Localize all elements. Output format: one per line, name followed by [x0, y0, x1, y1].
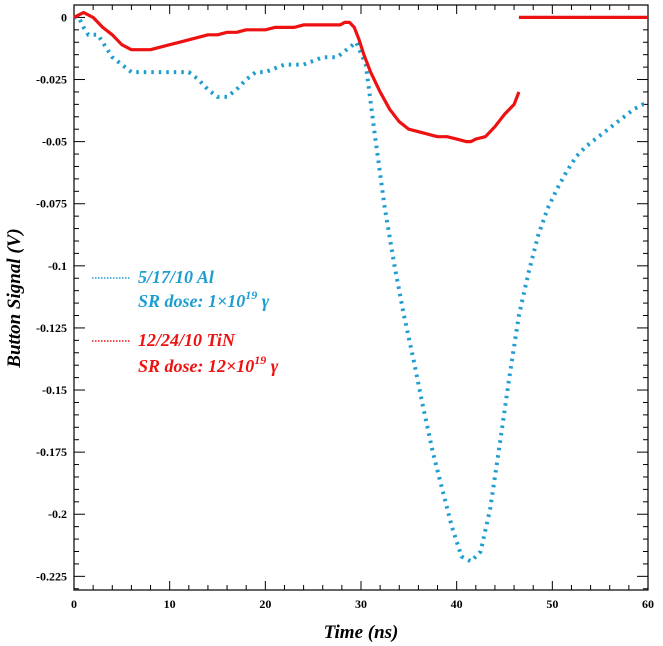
y-tick-label-4: -0.1 [48, 259, 67, 273]
y-tick-label-8: -0.2 [48, 507, 67, 521]
x-axis-title: Time (ns) [324, 622, 399, 643]
y-axis-title: Button Signal (V) [4, 228, 25, 368]
legend: 5/17/10 Al SR dose: 1×1019 γ 12/24/10 Ti… [92, 267, 279, 376]
series-line-0 [74, 15, 648, 564]
x-tick-label-5: 50 [546, 597, 558, 611]
y-tick-label-7: -0.175 [36, 445, 67, 459]
legend-label-tin: 12/24/10 TiN [138, 330, 236, 350]
legend-dose-tin: SR dose: 12×1019 γ [138, 353, 279, 376]
series-line-1 [73, 10, 521, 144]
x-tick-label-2: 20 [259, 597, 271, 611]
x-tick-label-3: 30 [355, 597, 367, 611]
y-axis-ticks: 0 -0.025 -0.05 -0.075 -0.1 -0.125 -0.15 -0.175 -… [36, 10, 648, 590]
x-tick-label-6: 60 [642, 597, 654, 611]
x-tick-label-4: 40 [451, 597, 463, 611]
legend-label-al: 5/17/10 Al [138, 267, 214, 287]
y-tick-label-3: -0.075 [36, 197, 67, 211]
y-tick-label-2: -0.05 [42, 135, 67, 149]
y-tick-label-1: -0.025 [36, 73, 67, 87]
y-tick-label-6: -0.15 [42, 383, 67, 397]
y-tick-label-0: 0 [61, 10, 67, 24]
y-tick-label-9: -0.225 [36, 569, 67, 583]
legend-dose-al: SR dose: 1×1019 γ [138, 288, 270, 311]
x-tick-label-1: 10 [164, 597, 176, 611]
x-tick-label-0: 0 [71, 597, 77, 611]
y-tick-label-5: -0.125 [36, 321, 67, 335]
x-axis-ticks: 0 10 20 30 40 50 60 [71, 5, 654, 611]
series-layer [73, 10, 648, 564]
